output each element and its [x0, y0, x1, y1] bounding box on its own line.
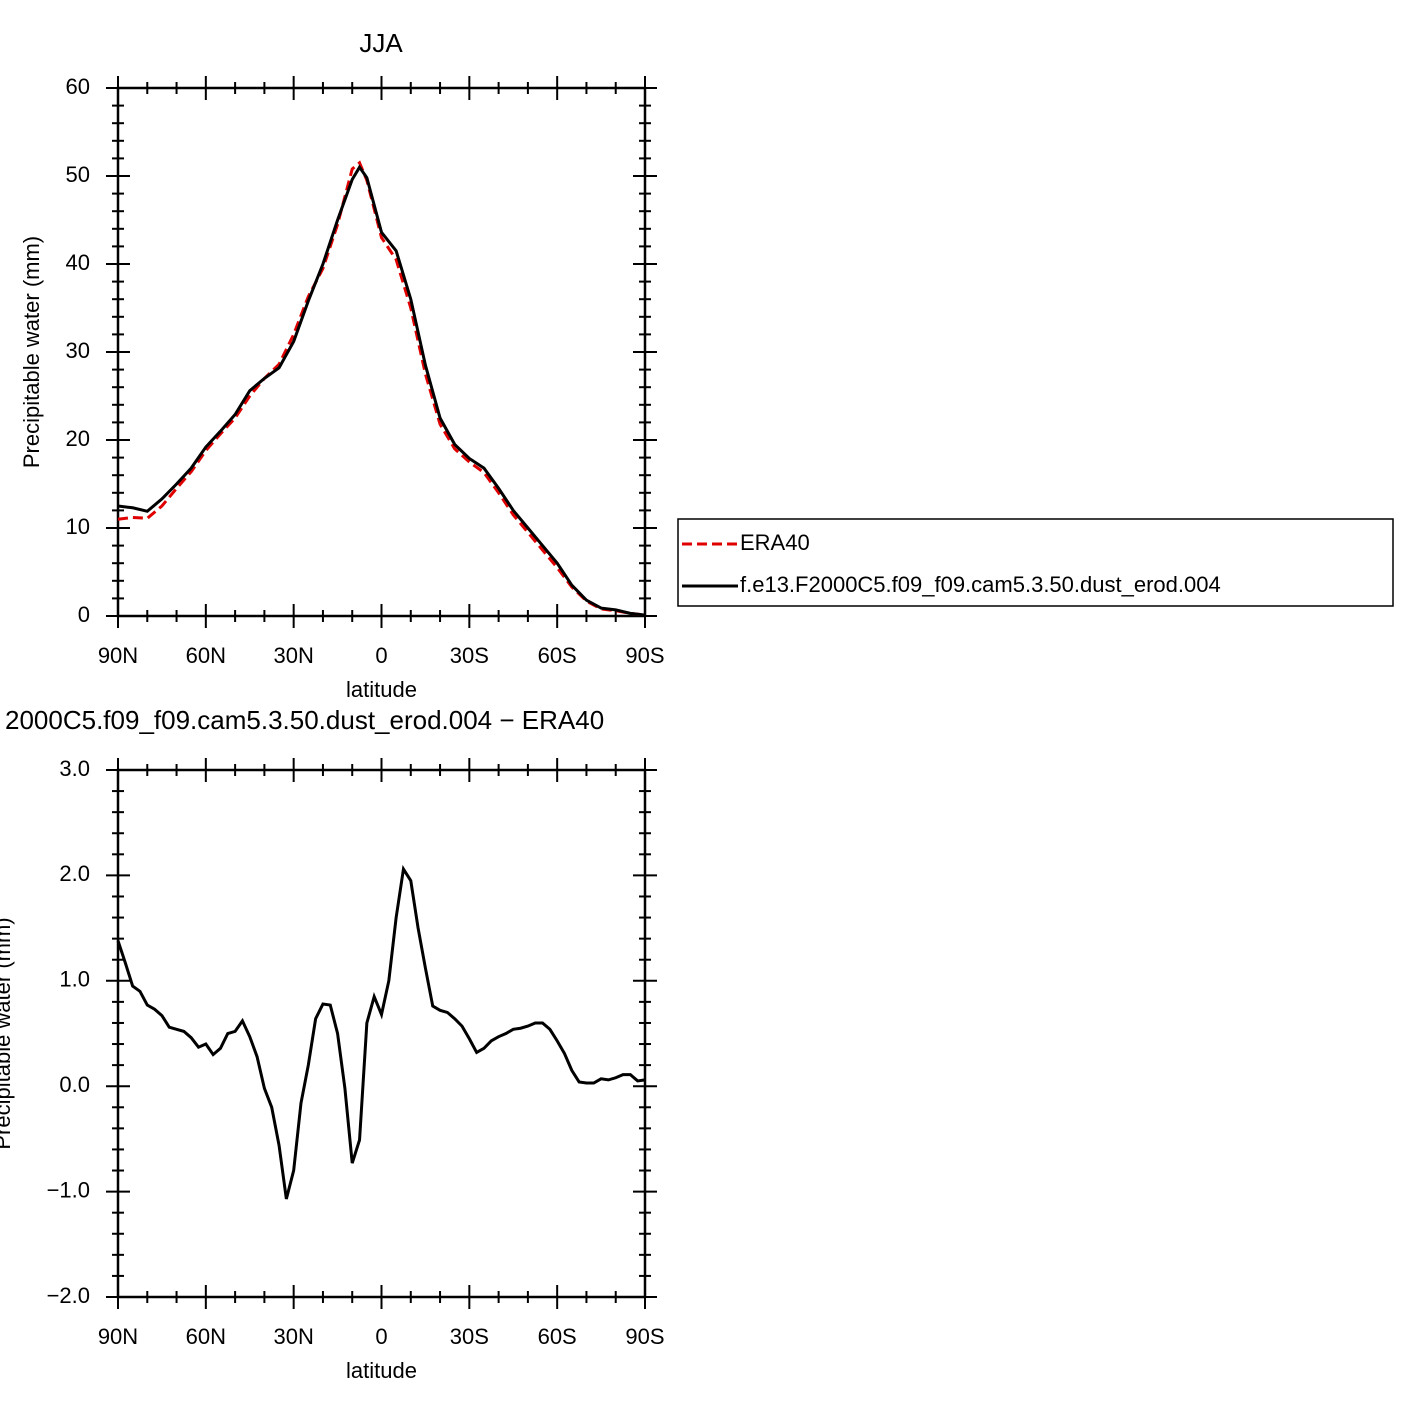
- y-tick-label: −1.0: [47, 1177, 90, 1202]
- y-tick-label: 1.0: [59, 967, 90, 992]
- x-tick-label: 0: [375, 1324, 387, 1349]
- x-tick-label: 90S: [625, 1324, 664, 1349]
- x-tick-label: 30S: [450, 1324, 489, 1349]
- y-tick-label: 2.0: [59, 861, 90, 886]
- x-axis-label: latitude: [346, 1358, 417, 1383]
- legend-label: f.e13.F2000C5.f09_f09.cam5.3.50.dust_ero…: [740, 572, 1221, 597]
- x-tick-label: 90N: [98, 1324, 138, 1349]
- plot-frame: [116, 768, 647, 1299]
- data-line: [116, 864, 646, 1200]
- y-tick-label: 20: [66, 426, 90, 451]
- x-tick-label: 60S: [538, 1324, 577, 1349]
- x-tick-label: 0: [375, 643, 387, 668]
- x-tick-label: 30N: [273, 643, 313, 668]
- legend-box: [677, 518, 1394, 607]
- data-line: [117, 164, 646, 617]
- y-tick-label: 0: [78, 602, 90, 627]
- y-tick-label: 10: [66, 514, 90, 539]
- y-tick-label: 50: [66, 162, 90, 187]
- x-tick-label: 60N: [186, 643, 226, 668]
- chart-title: 2000C5.f09_f09.cam5.3.50.dust_erod.004 −…: [5, 705, 604, 735]
- x-tick-label: 30N: [273, 1324, 313, 1349]
- y-tick-label: 0.0: [59, 1072, 90, 1097]
- y-tick-label: 40: [66, 250, 90, 275]
- y-tick-label: 60: [66, 74, 90, 99]
- legend: ERA40 f.e13.F2000C5.f09_f09.cam5.3.50.dus…: [677, 518, 1394, 607]
- x-tick-label: 60S: [538, 643, 577, 668]
- x-tick-label: 90N: [98, 643, 138, 668]
- y-tick-label: 3.0: [59, 756, 90, 781]
- x-tick-label: 90S: [625, 643, 664, 668]
- chart-title: JJA: [359, 28, 403, 58]
- plot-frame: [116, 86, 647, 618]
- y-axis-label: Precipitable water (mm): [0, 917, 15, 1149]
- y-tick-label: 30: [66, 338, 90, 363]
- x-tick-label: 30S: [450, 643, 489, 668]
- x-axis-label: latitude: [346, 677, 417, 702]
- x-tick-label: 60N: [186, 1324, 226, 1349]
- y-tick-label: −2.0: [47, 1283, 90, 1308]
- y-axis-label: Precipitable water (mm): [19, 236, 44, 468]
- legend-label: ERA40: [740, 530, 810, 555]
